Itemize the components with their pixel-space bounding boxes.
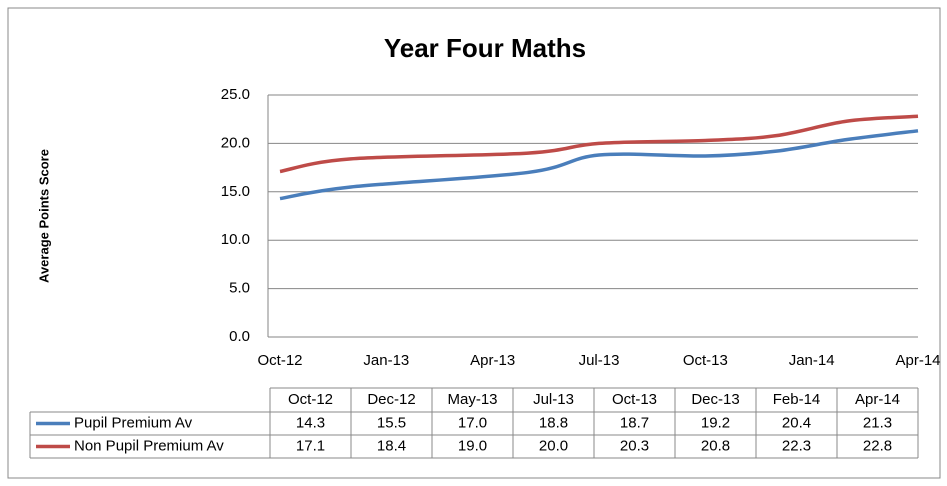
table-grid [29, 387, 919, 459]
table-value: 14.3 [296, 414, 325, 431]
x-tick-label: Apr-13 [470, 352, 515, 369]
table-value: 22.8 [863, 437, 892, 454]
table-value: 18.7 [620, 414, 649, 431]
x-tick-label: Oct-13 [683, 352, 728, 369]
table-header: Oct-12 [288, 391, 333, 408]
y-tick-label: 0.0 [229, 328, 250, 345]
table-value: 20.3 [620, 437, 649, 454]
table-value: 17.1 [296, 437, 325, 454]
table-value: 17.0 [458, 414, 487, 431]
y-tick-label: 10.0 [221, 231, 250, 248]
x-tick-label: Oct-12 [257, 352, 302, 369]
table-header: Dec-13 [691, 391, 739, 408]
chart-title: Year Four Maths [384, 33, 586, 63]
table-header: Feb-14 [773, 391, 821, 408]
table-header: Apr-14 [855, 391, 900, 408]
y-tick-label: 15.0 [221, 183, 250, 200]
x-tick-label: Jul-13 [579, 352, 620, 369]
table-value: 18.8 [539, 414, 568, 431]
x-tick-label: Jan-14 [789, 352, 835, 369]
table-header: Dec-12 [367, 391, 415, 408]
y-tick-label: 5.0 [229, 280, 250, 297]
chart-border [7, 7, 941, 479]
legend-label: Non Pupil Premium Av [74, 437, 224, 454]
table-value: 20.0 [539, 437, 568, 454]
y-tick-label: 20.0 [221, 134, 250, 151]
table-value: 15.5 [377, 414, 406, 431]
legend-label: Pupil Premium Av [74, 414, 193, 431]
table-header: Jul-13 [533, 391, 574, 408]
y-axis-title: Average Points Score [36, 149, 51, 283]
table-value: 19.0 [458, 437, 487, 454]
table-value: 22.3 [782, 437, 811, 454]
table-value: 18.4 [377, 437, 406, 454]
table-value: 21.3 [863, 414, 892, 431]
series-line [279, 129, 919, 201]
table-header: Oct-13 [612, 391, 657, 408]
x-tick-label: Jan-13 [363, 352, 409, 369]
table-value: 19.2 [701, 414, 730, 431]
table-value: 20.8 [701, 437, 730, 454]
x-tick-label: Apr-14 [895, 352, 940, 369]
series-line [279, 114, 919, 174]
y-tick-label: 25.0 [221, 86, 250, 103]
table-value: 20.4 [782, 414, 811, 431]
table-header: May-13 [447, 391, 497, 408]
